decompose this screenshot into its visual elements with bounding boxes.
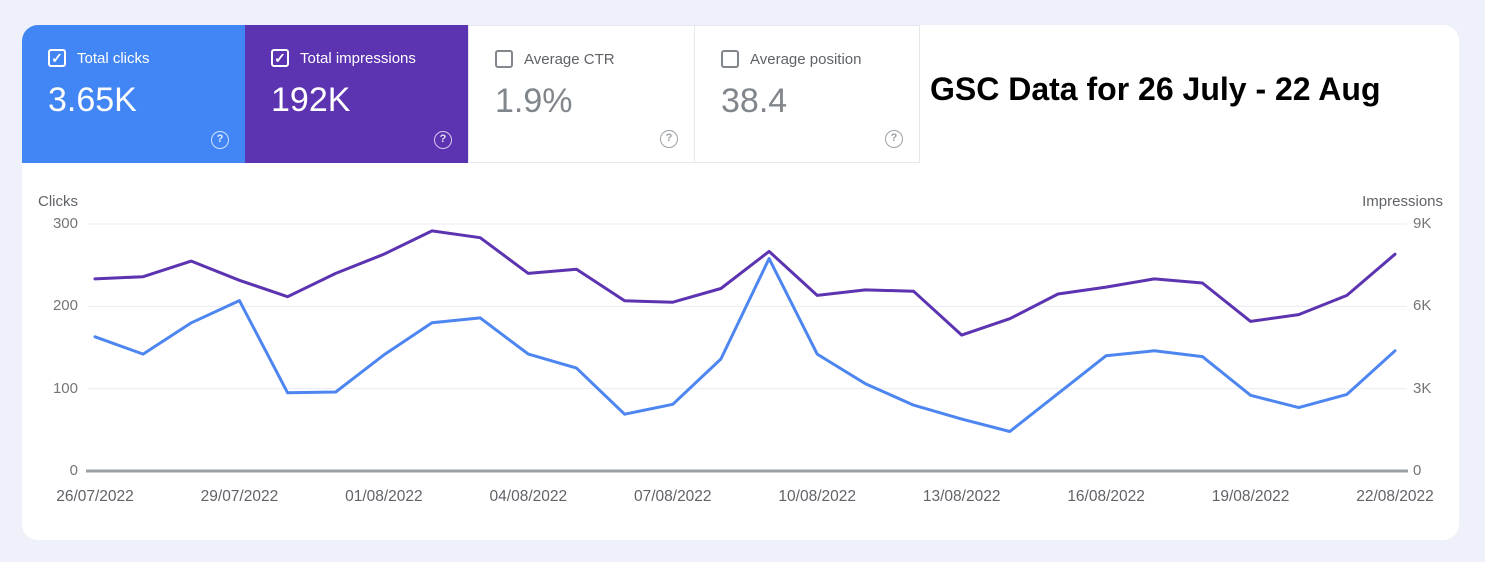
card-label: Total clicks xyxy=(77,49,150,67)
x-axis-tick: 04/08/2022 xyxy=(489,488,568,505)
x-axis-tick: 22/08/2022 xyxy=(1356,488,1434,505)
left-axis-tick: 100 xyxy=(52,379,78,397)
card-total-clicks[interactable]: ✓ Total clicks 3.65K ? xyxy=(22,25,245,163)
average-ctr-value: 1.9% xyxy=(495,82,573,120)
card-total-impressions[interactable]: ✓ Total impressions 192K ? xyxy=(245,25,468,163)
total-impressions-value: 192K xyxy=(271,81,351,119)
x-axis-tick: 16/08/2022 xyxy=(1067,488,1145,505)
report-panel: ✓ Total clicks 3.65K ? ✓ Total impressio… xyxy=(22,25,1459,540)
page-title: GSC Data for 26 July - 22 Aug xyxy=(930,71,1381,107)
line-clicks xyxy=(93,257,1397,433)
right-axis-tick: 3K xyxy=(1413,379,1432,397)
right-axis-tick: 6K xyxy=(1413,297,1432,315)
average-ctr-checkbox[interactable] xyxy=(495,50,513,68)
card-label: Average CTR xyxy=(524,50,615,68)
x-axis-tick: 07/08/2022 xyxy=(633,488,712,505)
metric-cards-row: ✓ Total clicks 3.65K ? ✓ Total impressio… xyxy=(22,25,1459,163)
left-axis-tick: 200 xyxy=(52,297,78,315)
total-clicks-value: 3.65K xyxy=(48,81,137,119)
x-axis-tick: 19/08/2022 xyxy=(1211,488,1290,505)
x-axis-tick: 26/07/2022 xyxy=(56,488,134,505)
card-label: Total impressions xyxy=(300,49,416,67)
line-impressions xyxy=(93,229,1397,337)
average-position-value: 38.4 xyxy=(721,82,788,120)
average-position-checkbox[interactable] xyxy=(721,50,739,68)
left-axis-title: Clicks xyxy=(38,193,78,210)
card-average-position[interactable]: Average position 38.4 ? xyxy=(695,25,920,163)
right-axis-tick: 9K xyxy=(1413,215,1432,232)
help-icon[interactable]: ? xyxy=(885,130,903,148)
x-axis-tick: 01/08/2022 xyxy=(345,488,423,505)
x-axis-tick: 10/08/2022 xyxy=(778,488,856,505)
help-icon[interactable]: ? xyxy=(211,131,229,149)
total-impressions-checkbox[interactable]: ✓ xyxy=(271,49,289,67)
x-axis-tick: 29/07/2022 xyxy=(200,488,279,505)
card-average-ctr[interactable]: Average CTR 1.9% ? xyxy=(468,25,695,163)
left-axis-tick: 300 xyxy=(52,215,78,232)
card-label: Average position xyxy=(750,50,862,68)
help-icon[interactable]: ? xyxy=(660,130,678,148)
total-clicks-checkbox[interactable]: ✓ xyxy=(48,49,66,67)
right-axis-tick: 0 xyxy=(1413,462,1422,479)
performance-chart xyxy=(86,223,1408,473)
help-icon[interactable]: ? xyxy=(434,131,452,149)
x-axis-tick: 13/08/2022 xyxy=(922,488,1001,505)
right-axis-title: Impressions xyxy=(1362,193,1443,210)
left-axis-tick: 0 xyxy=(69,462,78,479)
